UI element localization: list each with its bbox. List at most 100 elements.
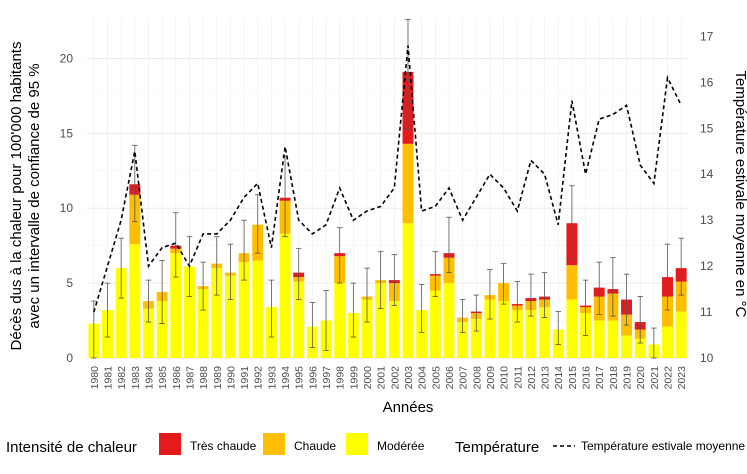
x-tick-label: 1999 [348, 366, 360, 390]
error-bar [418, 284, 425, 333]
x-tick-label: 2004 [417, 366, 429, 390]
x-tick-label: 2013 [540, 366, 552, 390]
error-bar [145, 279, 152, 323]
error-bar [364, 267, 370, 323]
legend-temperature-title: Température [455, 439, 539, 456]
bar-segment-moderee [238, 262, 250, 358]
x-tick-label: 2006 [444, 366, 456, 390]
x-tick-label: 1992 [253, 366, 265, 390]
x-tick-label: 1985 [157, 366, 169, 390]
error-bar [104, 282, 111, 338]
bar-segment-moderee [252, 260, 264, 358]
error-bar [200, 261, 206, 311]
temperature-line [93, 45, 682, 313]
right-y-ticks: 10 11 12 13 14 15 16 17 [700, 29, 714, 365]
right-y-tick-label: 12 [700, 259, 714, 273]
bar-segment-moderee [457, 322, 469, 358]
x-axis-title: Années [383, 399, 434, 416]
bar-segment-moderee [607, 320, 619, 358]
left-y-tick-label: 20 [60, 51, 74, 65]
x-tick-label: 2015 [567, 366, 579, 390]
bar-segment-moderee [293, 281, 305, 358]
bar-segment-moderee [416, 310, 428, 358]
error-bar [214, 236, 220, 296]
x-tick-label: 1991 [239, 366, 251, 390]
bar-segment-moderee [388, 301, 400, 358]
x-tick-label: 1988 [198, 366, 210, 390]
x-tick-label: 1998 [335, 366, 347, 390]
bar-segment-moderee [402, 223, 414, 358]
error-bar [405, 19, 411, 130]
right-y-tick-label: 14 [700, 167, 714, 181]
error-bar [432, 251, 439, 297]
bar-segment-moderee [279, 233, 291, 358]
bar-segment-moderee [470, 319, 482, 358]
error-bar [651, 327, 657, 359]
bar-segment-moderee [115, 268, 127, 358]
legend-label-tres-chaude: Très chaude [190, 439, 257, 453]
error-bar [295, 248, 302, 300]
legend-swatch-chaude [263, 433, 285, 455]
x-tick-label: 1989 [212, 366, 224, 390]
x-tick-label: 2010 [499, 366, 511, 390]
error-bar [514, 281, 520, 323]
bar-segment-moderee [170, 253, 182, 358]
x-tick-label: 2021 [649, 366, 661, 390]
x-tick-label: 2014 [553, 366, 565, 390]
right-y-axis-title: Température estivale moyenne en °C [732, 71, 747, 318]
x-tick-label: 1980 [89, 366, 101, 390]
error-bar [350, 282, 357, 338]
left-y-tick-label: 5 [66, 276, 73, 290]
x-tick-label: 2000 [362, 366, 374, 390]
error-bar [569, 185, 575, 260]
x-tick-label: 2023 [676, 366, 688, 390]
x-tick-label: 1996 [307, 366, 319, 390]
error-bar [132, 144, 138, 223]
x-tick-label: 1990 [225, 366, 237, 390]
bar-segment-moderee [443, 283, 455, 358]
error-bars [91, 19, 684, 359]
error-bar [541, 272, 548, 318]
bar-segment-moderee [566, 299, 578, 358]
bar-segment-moderee [621, 335, 632, 358]
bar-segment-moderee [129, 244, 141, 358]
right-y-tick-label: 13 [700, 213, 714, 227]
error-bar [623, 273, 630, 326]
legend-swatch-tres-chaude [159, 433, 181, 455]
x-tick-label: 2003 [403, 366, 415, 390]
bar-segment-moderee [539, 307, 551, 358]
left-y-axis-title-line1: Décès dus à la chaleur pour 100'000 habi… [8, 42, 25, 351]
x-tick-label: 1995 [294, 366, 306, 390]
error-bar [241, 219, 247, 281]
error-bar [459, 299, 466, 333]
bar-segment-moderee [156, 301, 168, 358]
error-bar [446, 216, 452, 274]
bar-segment-chaude [566, 265, 578, 300]
bar-segment-chaude [662, 296, 673, 327]
bar-segment-chaude [675, 281, 687, 312]
legend: Intensité de chaleur Très chaude Chaude … [6, 433, 745, 456]
bar-segment-moderee [511, 310, 523, 358]
right-y-tick-label: 16 [700, 75, 714, 89]
error-bar [610, 257, 616, 317]
bar-segment-moderee [484, 299, 496, 358]
bar-segment-moderee [675, 311, 687, 358]
error-bar [637, 296, 643, 344]
error-bar [678, 237, 684, 296]
left-y-ticks: 0 5 10 15 20 [60, 51, 74, 365]
error-bar [173, 212, 179, 278]
x-tick-label: 2002 [389, 366, 401, 390]
x-tick-label: 2017 [594, 366, 606, 390]
right-y-tick-label: 17 [700, 29, 714, 43]
x-tick-label: 2001 [376, 366, 388, 390]
error-bar [500, 263, 507, 305]
bar-segment-moderee [197, 289, 209, 358]
bar-segment-moderee [429, 290, 441, 358]
right-y-tick-label: 15 [700, 121, 714, 135]
left-y-axis-title-line2: avec un intervalle de confiance de 95 % [26, 63, 43, 328]
right-y-tick-label: 10 [700, 351, 714, 365]
error-bar [227, 243, 234, 300]
x-tick-label: 2008 [471, 366, 483, 390]
bar-segment-moderee [183, 266, 195, 358]
bar-segment-moderee [211, 268, 223, 358]
